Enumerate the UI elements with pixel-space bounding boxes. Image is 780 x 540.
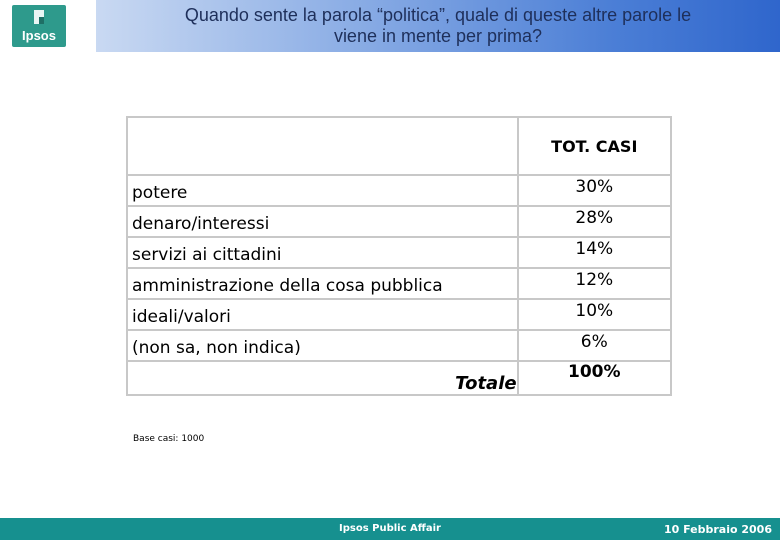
table-row: (non sa, non indica) 6% bbox=[126, 329, 673, 362]
header-empty-cell bbox=[126, 116, 519, 176]
row-label: amministrazione della cosa pubblica bbox=[126, 267, 519, 300]
row-label: servizi ai cittadini bbox=[126, 236, 519, 269]
footer-company: Ipsos Public Affair bbox=[339, 523, 441, 534]
page-title: Quando sente la parola “politica”, quale… bbox=[96, 5, 780, 47]
row-value: 14% bbox=[516, 236, 673, 269]
row-label: potere bbox=[126, 174, 519, 207]
table-row: ideali/valori 10% bbox=[126, 298, 673, 331]
footer: Ipsos Public Affair 10 Febbraio 2006 bbox=[0, 518, 780, 540]
table-row: potere 30% bbox=[126, 174, 673, 207]
row-value: 12% bbox=[516, 267, 673, 300]
row-value: 10% bbox=[516, 298, 673, 331]
base-note: Base casi: 1000 bbox=[133, 434, 205, 444]
total-label: Totale bbox=[126, 360, 519, 396]
column-header-tot-casi: TOT. CASI bbox=[516, 116, 673, 176]
row-label: denaro/interessi bbox=[126, 205, 519, 238]
title-line-2: viene in mente per prima? bbox=[333, 26, 543, 46]
row-value: 28% bbox=[516, 205, 673, 238]
table-row: denaro/interessi 28% bbox=[126, 205, 673, 238]
row-label: ideali/valori bbox=[126, 298, 519, 331]
logo-text: Ipsos bbox=[22, 28, 56, 43]
row-value: 30% bbox=[516, 174, 673, 207]
table-row: servizi ai cittadini 14% bbox=[126, 236, 673, 269]
ipsos-logo: Ipsos bbox=[12, 5, 66, 47]
row-value: 6% bbox=[516, 329, 673, 362]
total-value: 100% bbox=[516, 360, 673, 396]
total-row: Totale 100% bbox=[126, 360, 673, 396]
row-label: (non sa, non indica) bbox=[126, 329, 519, 362]
ipsos-mark-icon bbox=[31, 8, 47, 26]
header: Ipsos Quando sente la parola “politica”,… bbox=[0, 0, 780, 52]
table-header-row: TOT. CASI bbox=[126, 116, 673, 176]
title-line-1: Quando sente la parola “politica”, quale… bbox=[184, 5, 692, 25]
table-row: amministrazione della cosa pubblica 12% bbox=[126, 267, 673, 300]
footer-date: 10 Febbraio 2006 bbox=[663, 523, 772, 536]
title-band: Quando sente la parola “politica”, quale… bbox=[96, 0, 780, 52]
results-table: TOT. CASI potere 30% denaro/interessi 28… bbox=[126, 116, 673, 396]
logo-area: Ipsos bbox=[0, 0, 92, 52]
